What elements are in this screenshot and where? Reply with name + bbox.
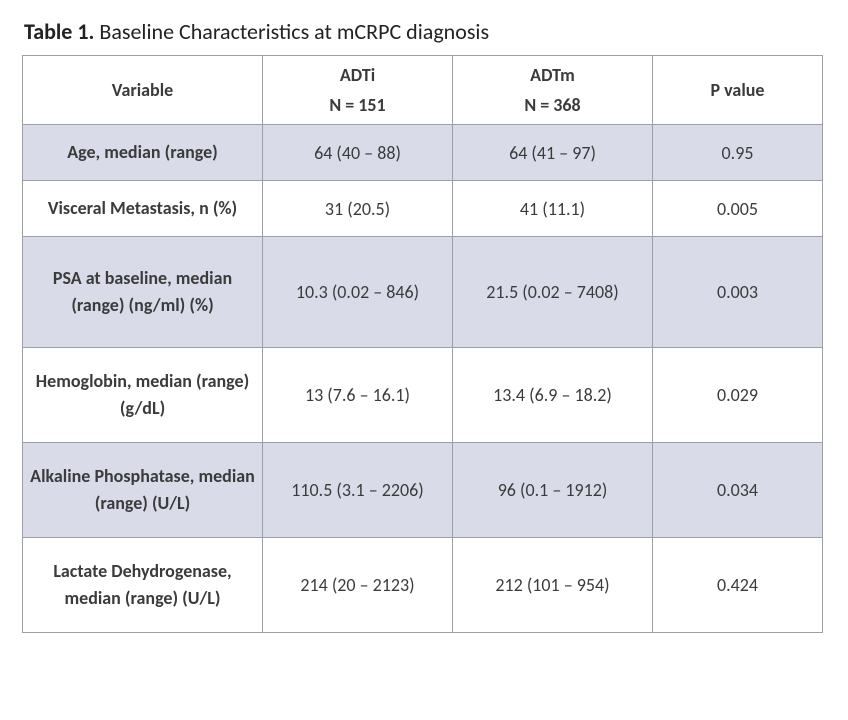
- table-title: Table 1. Baseline Characteristics at mCR…: [24, 18, 826, 45]
- col-header-variable: Variable: [23, 56, 263, 125]
- col-header-adti: ADTi N = 151: [263, 56, 453, 125]
- cell-adti: 214 (20 – 2123): [263, 538, 453, 633]
- table-header-row: Variable ADTi N = 151 ADTm N = 368 P val…: [23, 56, 823, 125]
- cell-adtm: 212 (101 – 954): [453, 538, 653, 633]
- cell-adti: 10.3 (0.02 – 846): [263, 237, 453, 348]
- cell-adti: 31 (20.5): [263, 181, 453, 237]
- cell-pvalue: 0.95: [653, 125, 823, 181]
- table-row: PSA at baseline, median (range) (ng/ml) …: [23, 237, 823, 348]
- cell-adti: 64 (40 – 88): [263, 125, 453, 181]
- cell-adtm: 96 (0.1 – 1912): [453, 443, 653, 538]
- adti-n: N = 151: [269, 94, 446, 116]
- cell-pvalue: 0.005: [653, 181, 823, 237]
- table-row: Age, median (range)64 (40 – 88)64 (41 – …: [23, 125, 823, 181]
- title-caption: Baseline Characteristics at mCRPC diagno…: [99, 18, 489, 45]
- col-header-adtm: ADTm N = 368: [453, 56, 653, 125]
- baseline-characteristics-table: Variable ADTi N = 151 ADTm N = 368 P val…: [22, 55, 823, 633]
- table-row: Alkaline Phosphatase, median (range) (U/…: [23, 443, 823, 538]
- cell-adtm: 41 (11.1): [453, 181, 653, 237]
- cell-pvalue: 0.424: [653, 538, 823, 633]
- table-body: Age, median (range)64 (40 – 88)64 (41 – …: [23, 125, 823, 633]
- cell-variable: PSA at baseline, median (range) (ng/ml) …: [23, 237, 263, 348]
- title-label: Table 1.: [24, 18, 94, 45]
- table-row: Lactate Dehydrogenase, median (range) (U…: [23, 538, 823, 633]
- adtm-n: N = 368: [459, 94, 646, 116]
- table-row: Visceral Metastasis, n (%)31 (20.5)41 (1…: [23, 181, 823, 237]
- cell-adtm: 21.5 (0.02 – 7408): [453, 237, 653, 348]
- cell-adtm: 64 (41 – 97): [453, 125, 653, 181]
- cell-pvalue: 0.003: [653, 237, 823, 348]
- cell-variable: Visceral Metastasis, n (%): [23, 181, 263, 237]
- adtm-label: ADTm: [530, 64, 575, 86]
- cell-adti: 110.5 (3.1 – 2206): [263, 443, 453, 538]
- cell-adti: 13 (7.6 – 16.1): [263, 348, 453, 443]
- col-header-pvalue: P value: [653, 56, 823, 125]
- cell-pvalue: 0.029: [653, 348, 823, 443]
- adti-label: ADTi: [340, 64, 375, 86]
- cell-variable: Hemoglobin, median (range) (g/dL): [23, 348, 263, 443]
- cell-pvalue: 0.034: [653, 443, 823, 538]
- cell-variable: Alkaline Phosphatase, median (range) (U/…: [23, 443, 263, 538]
- cell-adtm: 13.4 (6.9 – 18.2): [453, 348, 653, 443]
- cell-variable: Age, median (range): [23, 125, 263, 181]
- cell-variable: Lactate Dehydrogenase, median (range) (U…: [23, 538, 263, 633]
- table-row: Hemoglobin, median (range) (g/dL)13 (7.6…: [23, 348, 823, 443]
